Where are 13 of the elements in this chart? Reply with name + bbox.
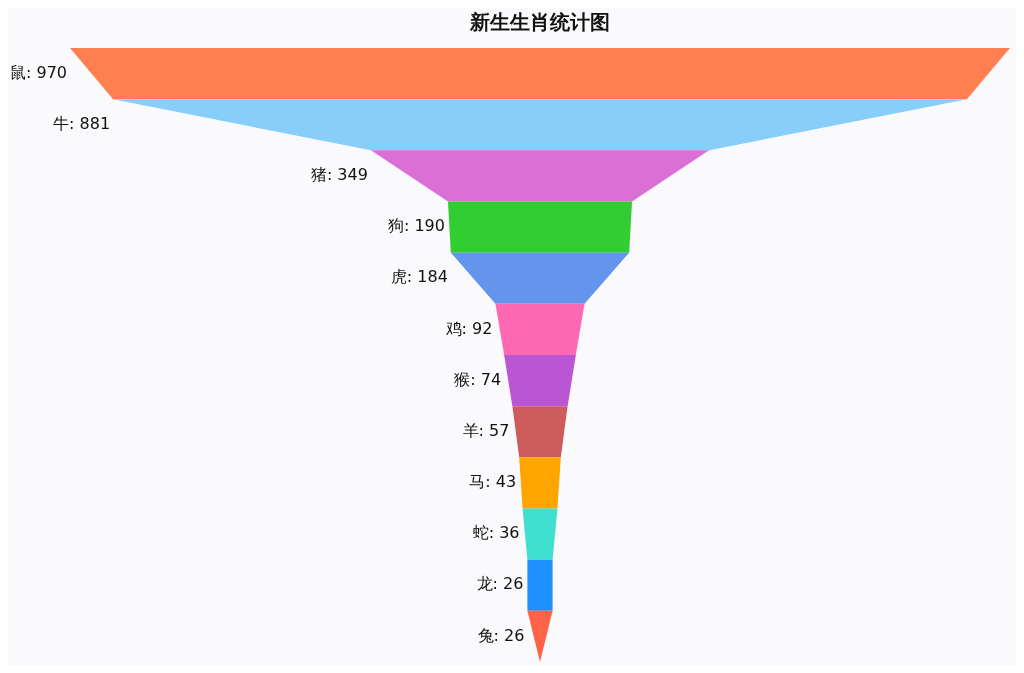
- data-label: 牛: 881: [53, 113, 111, 133]
- data-label: 虎: 184: [390, 267, 448, 287]
- text: 新生生肖统计图: [469, 10, 610, 35]
- data-label: 猴: 74: [454, 369, 502, 389]
- data-label: 蛇: 36: [472, 523, 520, 543]
- data-label: 鼠: 970: [10, 62, 68, 82]
- data-label: 猪: 349: [310, 165, 368, 185]
- data-label: 狗: 190: [387, 216, 445, 236]
- data-label: 鸡: 92: [444, 318, 493, 338]
- data-label: 兔: 26: [477, 625, 525, 645]
- data-label: 马: 43: [469, 472, 517, 492]
- data-label: 羊: 57: [462, 420, 510, 440]
- data-label: 龙: 26: [476, 574, 524, 594]
